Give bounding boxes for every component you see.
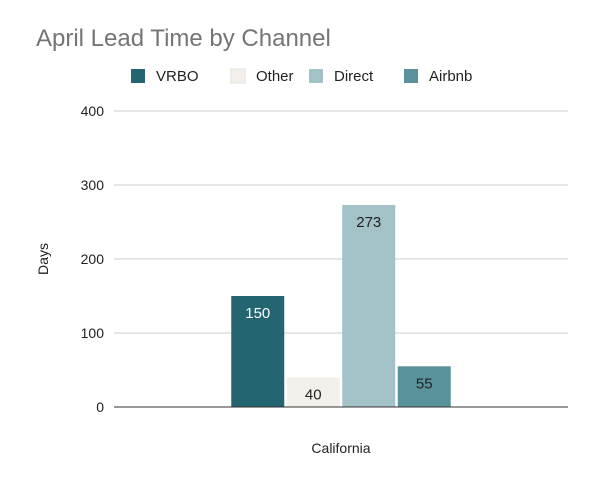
legend-label: Direct <box>334 68 374 85</box>
bar-vrbo <box>231 296 285 407</box>
bars <box>231 204 451 407</box>
y-tick-label: 400 <box>81 103 105 119</box>
bar-value-label: 150 <box>245 305 270 322</box>
legend: VRBO Other Direct Airbnb <box>131 68 472 85</box>
legend-label: Other <box>256 68 294 85</box>
legend-swatch-other <box>230 68 246 84</box>
chart-title: April Lead Time by Channel <box>36 25 331 52</box>
y-tick-label: 200 <box>81 251 105 267</box>
legend-swatch-direct <box>309 69 323 83</box>
y-tick-label: 0 <box>96 399 104 415</box>
x-tick-label: California <box>311 440 370 456</box>
x-axis-ticks: California <box>311 440 370 456</box>
legend-swatch-airbnb <box>404 69 418 83</box>
y-axis-ticks: 0 100 200 300 400 <box>81 103 105 415</box>
legend-label: VRBO <box>156 68 199 85</box>
y-tick-label: 300 <box>81 177 105 193</box>
y-tick-label: 100 <box>81 325 105 341</box>
legend-label: Airbnb <box>429 68 472 85</box>
bar-value-label: 40 <box>305 386 322 403</box>
bar-labels: 150 40 273 55 <box>245 214 432 403</box>
bar-value-label: 273 <box>356 214 381 231</box>
grid-lines <box>114 110 568 334</box>
bar-other <box>286 377 340 407</box>
bar-direct <box>342 204 396 407</box>
y-axis-title: Days <box>35 243 51 275</box>
legend-swatch-vrbo <box>131 69 145 83</box>
bar-airbnb <box>397 366 451 407</box>
bar-value-label: 55 <box>416 375 433 392</box>
